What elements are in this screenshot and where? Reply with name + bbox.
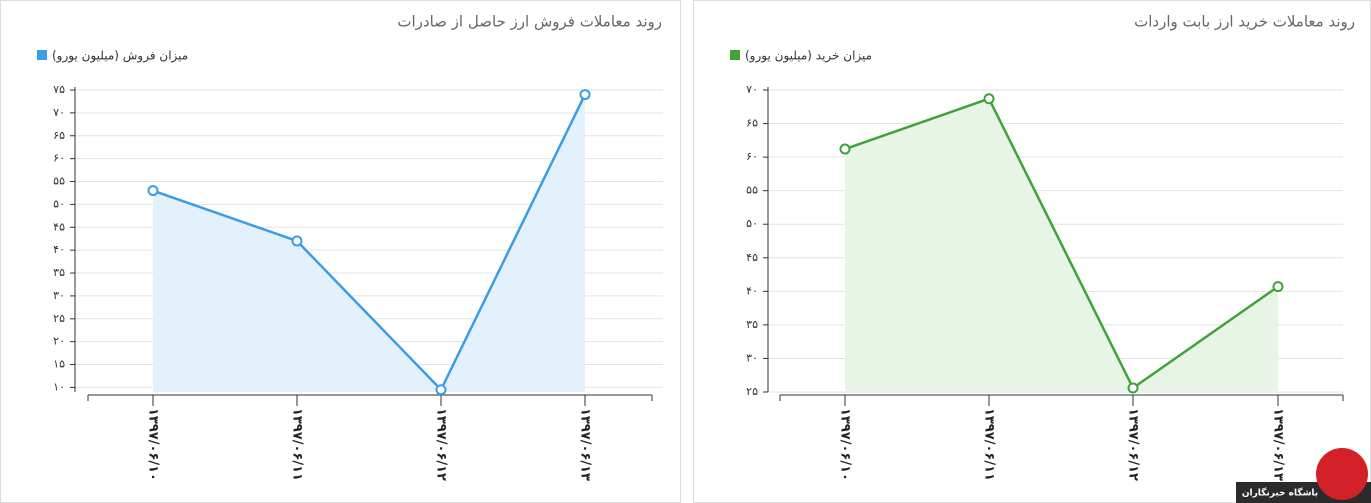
legend-label: میزان خرید (میلیون یورو): [745, 49, 872, 64]
y-tick-label: ۲۵: [746, 385, 758, 398]
chart-title: روند معاملات فروش ارز حاصل از صادرات: [397, 13, 662, 31]
y-tick-label: ۳۰: [53, 289, 65, 302]
y-tick-label: ۴۰: [53, 243, 65, 256]
y-tick-label: ۵۰: [746, 217, 758, 230]
x-tick-label: ۱۳۹۷/۰۶/۱۰: [838, 408, 853, 481]
x-tick-label: ۱۳۹۷/۰۶/۱۲: [434, 408, 449, 481]
legend-label: میزان فروش (میلیون یورو): [52, 49, 188, 64]
y-tick-label: ۲۰: [53, 335, 65, 348]
x-tick-label: ۱۳۹۷/۰۶/۱۰: [146, 408, 161, 481]
logo-circle: [1316, 448, 1368, 500]
y-tick-label: ۴۵: [746, 251, 758, 264]
point: [983, 93, 995, 105]
y-tick-label: ۶۰: [746, 150, 758, 163]
y-tick-label: ۶۵: [53, 129, 65, 142]
y-tick-label: ۳۵: [53, 266, 65, 279]
y-tick-label: ۱۵: [53, 358, 65, 371]
x-tick-label: ۱۳۹۷/۰۶/۱۱: [290, 408, 305, 481]
x-tick-label: ۱۳۹۷/۰۶/۱۲: [1126, 408, 1141, 481]
y-tick-label: ۵۵: [746, 184, 758, 197]
y-tick-label: ۴۰: [746, 284, 758, 297]
x-tick-label: ۱۳۹۷/۰۶/۱۱: [982, 408, 997, 481]
x-tick-label: ۱۳۹۷/۰۶/۱۳: [1271, 408, 1286, 481]
y-tick-label: ۱۰: [53, 380, 65, 393]
line: [152, 94, 587, 392]
point: [579, 89, 591, 101]
y-tick-label: ۶۰: [53, 152, 65, 165]
y-tick-label: ۷۰: [53, 106, 65, 119]
y-tick-label: ۷۵: [53, 83, 65, 96]
line: [844, 97, 1279, 390]
y-tick-label: ۶۵: [746, 117, 758, 130]
legend-swatch: [37, 50, 47, 60]
legend-swatch: [730, 50, 740, 60]
point: [147, 185, 159, 197]
chart: ۱۰ ۱۵ ۲۰ ۲۵ ۳۰ ۳۵ ۴۰ ۴۵ ۵۰ ۵۵ ۶۰ ۶۵ ۷۰ ۷۵ ۱۳۹۷/۰۶/۱۰ ۱۳…: [37, 13, 663, 481]
y-tick-label: ۳۰: [746, 351, 758, 364]
point: [435, 384, 447, 396]
y-tick-label: ۵۵: [53, 175, 65, 188]
y-tick-label: ۷۰: [746, 83, 758, 96]
chart-title: روند معاملات خرید ارز بابت واردات: [1134, 13, 1355, 31]
point: [839, 143, 851, 155]
x-tick-label: ۱۳۹۷/۰۶/۱۳: [578, 408, 593, 481]
chart: ۲۵ ۳۰ ۳۵ ۴۰ ۴۵ ۵۰ ۵۵ ۶۰ ۶۵ ۷۰ ۱۳۹۷/۰۶/۱۰ ۱۳۹۷/۰۶/۱۱…: [730, 13, 1355, 481]
point: [1127, 382, 1139, 394]
y-tick-label: ۳۵: [746, 318, 758, 331]
logo-text: باشگاه خبرنگاران: [1242, 487, 1318, 499]
point: [291, 235, 303, 247]
point: [1272, 281, 1284, 293]
y-tick-label: ۴۵: [53, 220, 65, 233]
y-tick-label: ۵۰: [53, 197, 65, 210]
y-tick-label: ۲۵: [53, 312, 65, 325]
logo: باشگاه خبرنگاران: [1236, 448, 1371, 503]
